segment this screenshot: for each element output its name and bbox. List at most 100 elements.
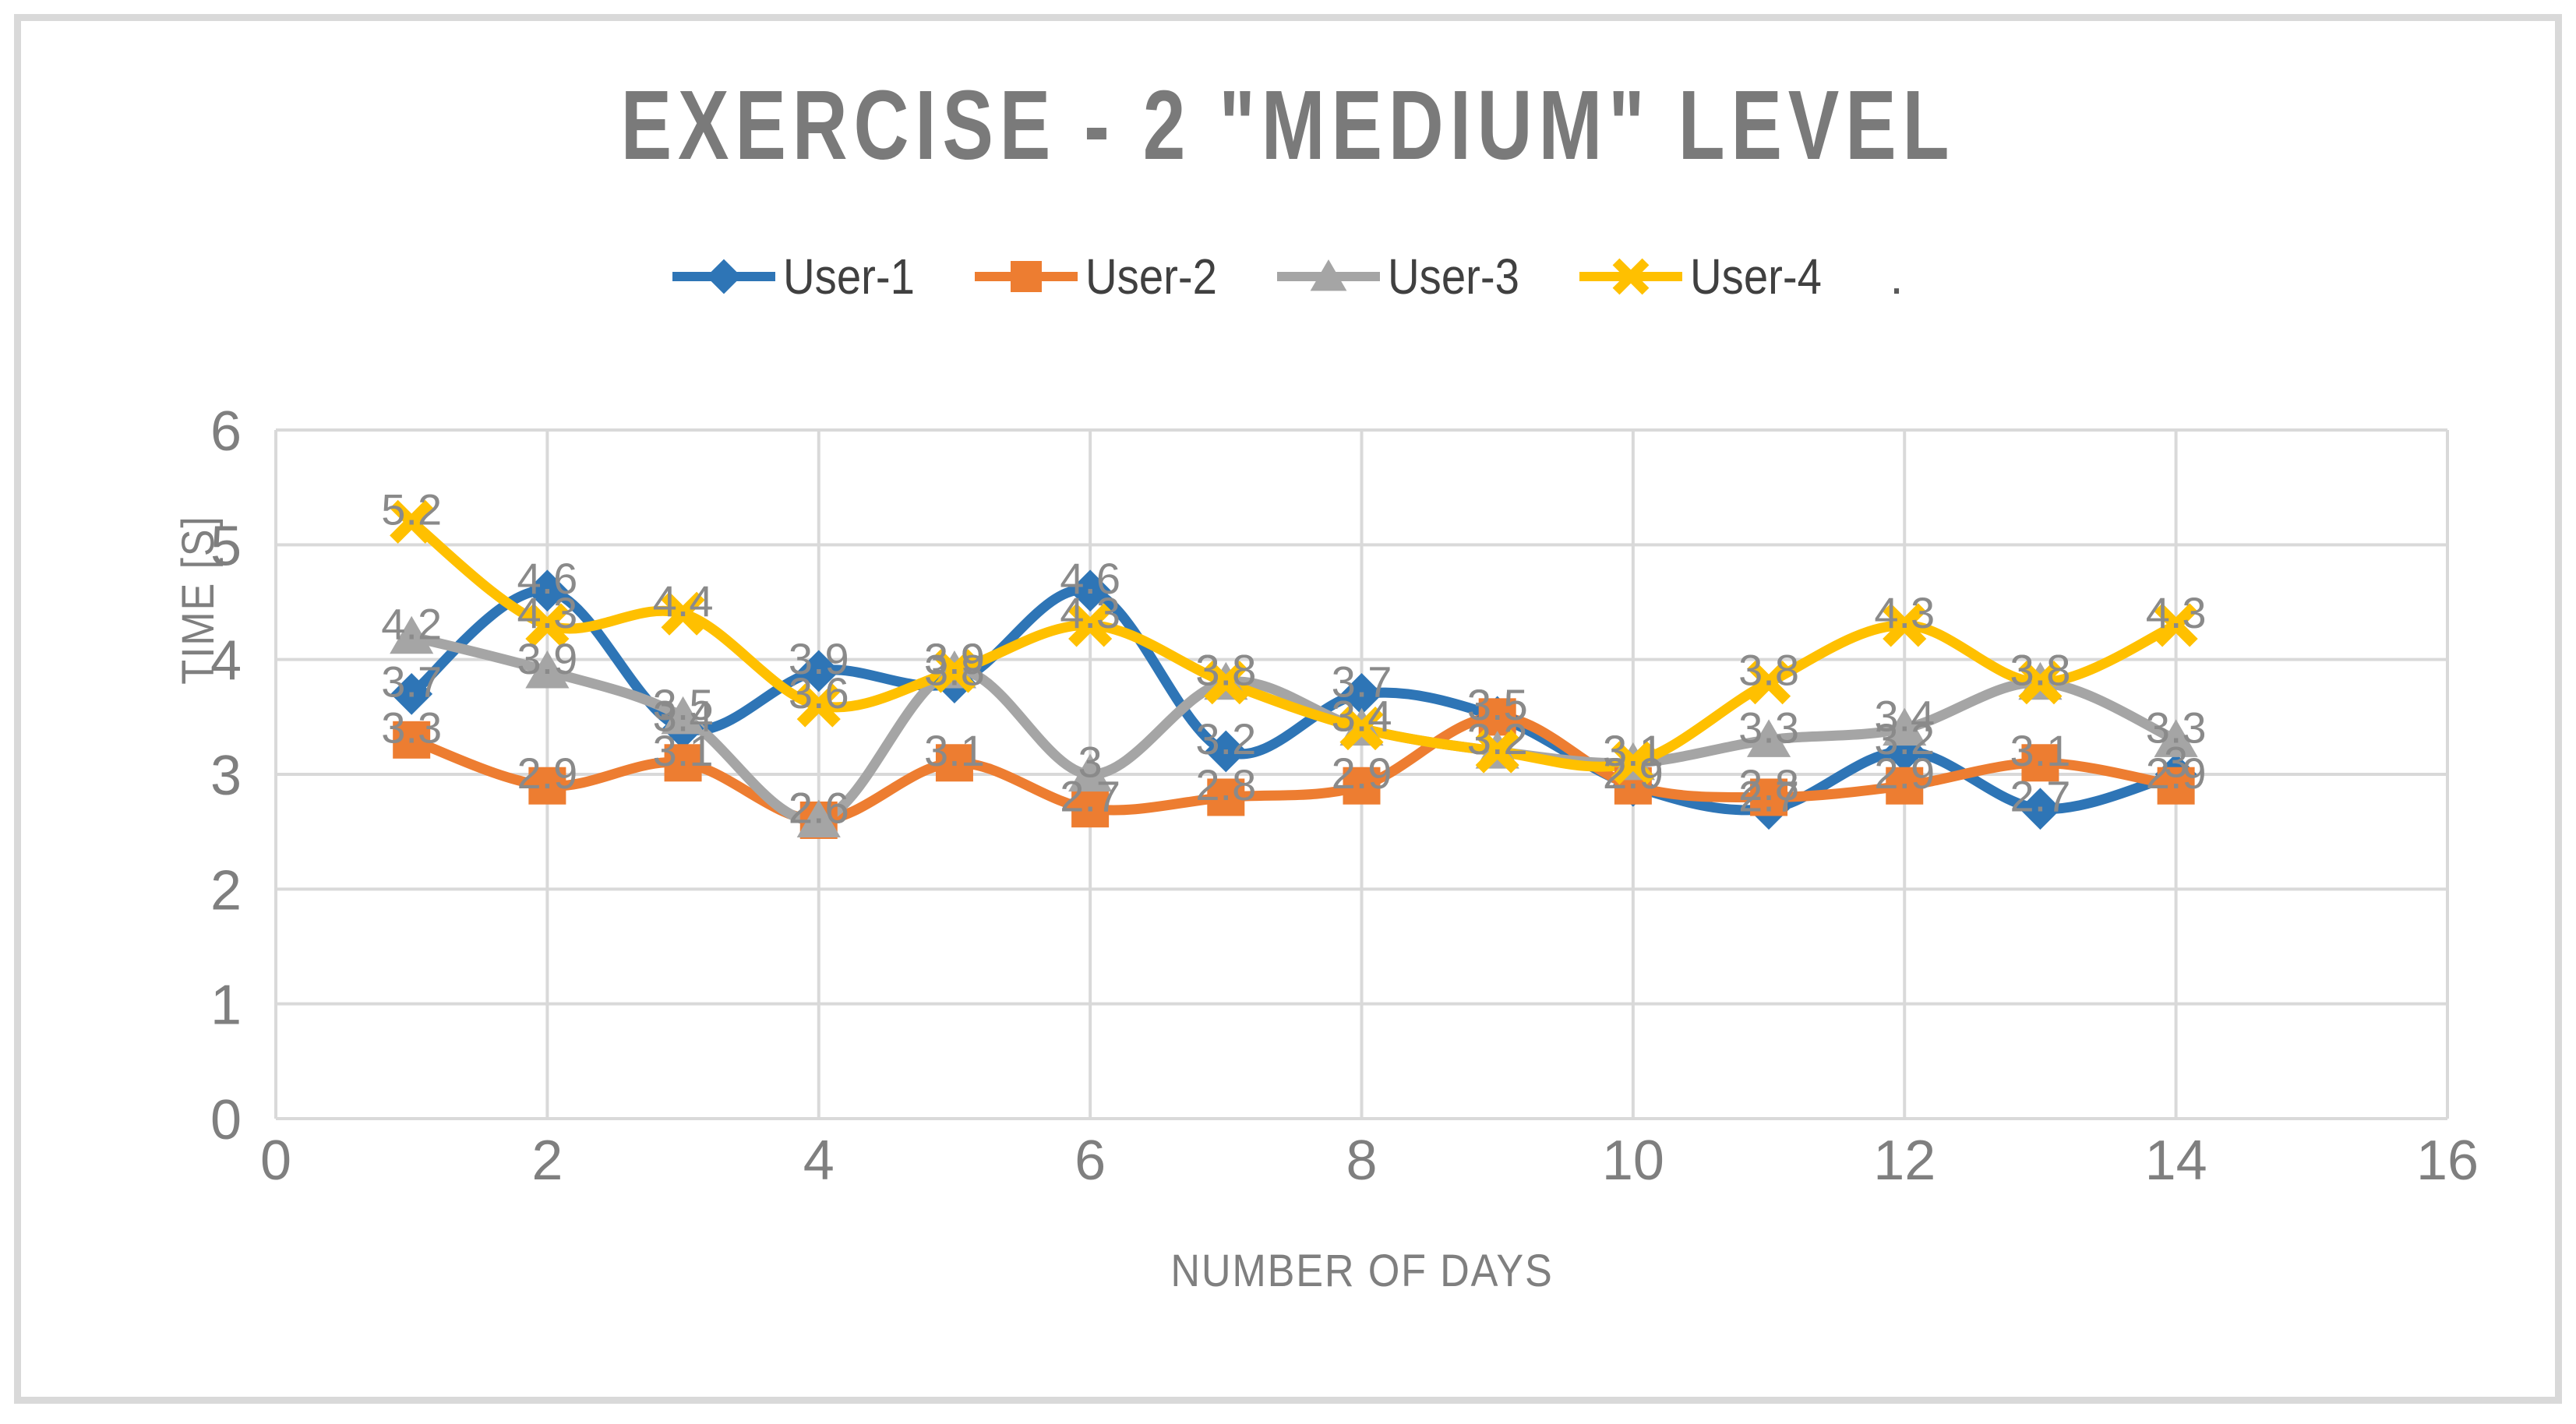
legend-item-user-1[interactable]: User-1 [672,248,933,305]
data-label-user-3: 3.9 [924,634,985,683]
chart-title: EXERCISE - 2 "MEDIUM" LEVEL [620,70,1956,180]
data-label-user-3: 2.6 [789,783,849,832]
x-marker [525,603,570,647]
square-marker [664,744,702,782]
data-label-user-4: 3.2 [1467,714,1528,763]
square-marker [2157,767,2195,805]
y-tick-label: 0 [210,1089,242,1151]
legend-marker [706,259,742,294]
data-label-user-1: 3.8 [924,646,985,695]
x-tick-label: 2 [531,1130,563,1192]
x-tick-label: 10 [1602,1130,1664,1192]
legend-trailing-dot: . [1890,248,1904,305]
x-marker [1068,603,1113,647]
data-label-user-4: 4.4 [653,576,714,626]
data-label-user-4: 3.8 [2010,646,2071,695]
square-marker [2021,744,2059,782]
data-label-user-4: 4.3 [517,588,577,637]
data-label-user-1: 3.9 [789,634,849,683]
data-label-user-3: 3.5 [653,680,714,729]
x-marker [1883,603,1927,647]
square-marker [1343,767,1381,805]
data-label-user-2: 2.9 [1874,749,1935,798]
legend-label: User-1 [783,248,916,305]
square-marker [935,744,973,782]
x-marker [390,499,434,544]
data-label-user-1: 3.7 [1332,657,1392,706]
data-label-user-1: 2.9 [1603,749,1664,798]
data-label-user-1: 3.7 [381,657,442,706]
chart-legend: User-1 User-2 User-3 User-4. [0,248,2576,305]
series-line-user-3 [406,631,2182,826]
data-label-user-1: 2.7 [1738,772,1799,821]
data-label-user-4: 4.3 [2146,588,2207,637]
x-marker [2018,661,2063,705]
x-tick-label: 12 [1873,1130,1936,1192]
data-label-user-3: 4.2 [381,600,442,649]
x-marker [1339,707,1384,751]
x-icon [1612,258,1650,295]
diamond-icon [706,259,742,294]
y-tick-label: 1 [210,975,242,1037]
data-label-user-2: 2.9 [517,749,577,798]
triangle-legend-swatch-icon [1277,259,1381,291]
data-label-user-2: 3.1 [924,726,985,775]
x-marker [1204,661,1248,705]
gridlines [274,428,2449,1120]
legend-item-user-4[interactable]: User-4 [1579,248,1840,305]
square-marker [1478,698,1516,736]
data-label-user-1: 3.5 [1467,680,1528,729]
legend-label: User-3 [1388,248,1520,305]
triangle-marker [390,615,434,654]
data-label-user-1: 4.6 [517,554,577,603]
y-tick-label: 6 [210,400,242,463]
legend-label: User-4 [1690,248,1823,305]
data-label-user-3: 3.1 [1603,726,1664,775]
x-marker [932,649,977,693]
diamond-legend-swatch-icon [672,259,776,294]
data-label-user-4: 3.1 [1603,726,1664,775]
data-label-user-4: 5.2 [381,485,442,534]
square-legend-swatch-icon [975,261,1078,292]
data-label-user-3: 3.4 [1874,692,1935,741]
x-tick-label: 14 [2145,1130,2207,1192]
triangle-marker [1883,707,1927,746]
square-marker [1750,778,1788,816]
data-labels: 3.74.63.43.9 3.84.63.23.7 3.52.9 2.73.22.73… [381,485,2206,832]
data-label-user-2: 2.6 [789,783,849,832]
data-label-user-1: 4.6 [1060,554,1120,603]
legend-marker [1612,258,1650,295]
diamond-marker [1340,672,1383,715]
data-label-user-4: 3.8 [1195,646,1256,695]
legend-marker [1310,259,1347,291]
diamond-marker [526,569,569,612]
data-label-user-2: 3.3 [381,703,442,752]
triangle-icon [1310,259,1347,291]
data-label-user-2: 2.9 [1332,749,1392,798]
data-label-user-3: 3.2 [1467,714,1528,763]
x-axis-title: NUMBER OF DAYS [1170,1246,1554,1296]
data-label-user-1: 3.2 [1874,714,1935,763]
x-marker [1475,729,1519,774]
data-label-user-4: 3.9 [924,634,985,683]
triangle-marker [1068,753,1113,792]
triangle-marker [1746,719,1791,757]
x-marker [1611,741,1655,785]
legend-label: User-2 [1085,248,1218,305]
x-legend-swatch-icon [1579,258,1683,295]
series-markers-user-4 [390,499,2198,785]
data-label-user-2: 3.1 [653,726,714,775]
diamond-marker [390,672,433,715]
diamond-marker [1069,569,1112,612]
triangle-marker [2154,719,2198,757]
square-marker [528,767,566,805]
legend-item-user-2[interactable]: User-2 [975,248,1235,305]
x-tick-label: 0 [260,1130,291,1192]
x-tick-label: 16 [2416,1130,2479,1192]
series-line-user-2 [406,711,2182,826]
data-label-user-1: 3.4 [653,692,714,741]
square-marker [1207,778,1245,816]
data-label-user-4: 4.3 [1060,588,1120,637]
data-label-user-1: 3.2 [1195,714,1256,763]
legend-item-user-3[interactable]: User-3 [1277,248,1537,305]
